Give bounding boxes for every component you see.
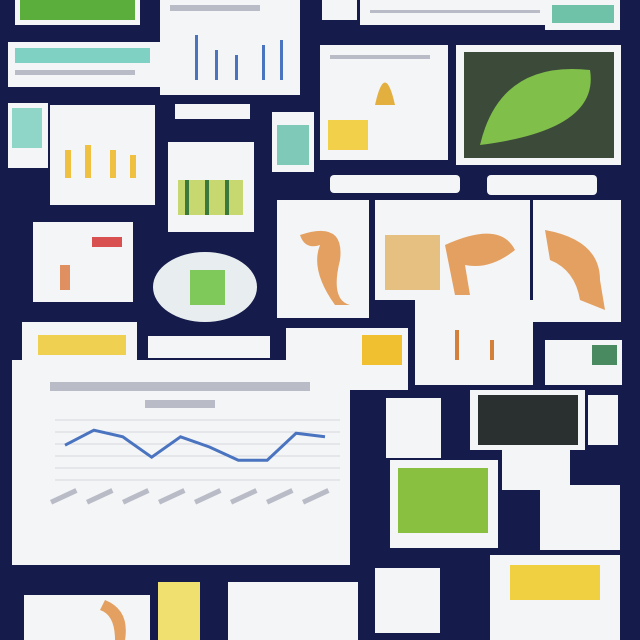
card-banner: [8, 42, 160, 87]
card-glow: [153, 252, 257, 322]
card-label: [175, 104, 250, 119]
title-blur: [145, 400, 215, 408]
axis-label-blur: [302, 488, 330, 505]
card-anatomy-2: [375, 200, 530, 300]
card-table: [228, 582, 358, 640]
axis-label-blur: [266, 488, 294, 505]
card-strip-left: [22, 322, 137, 360]
card-label: [148, 336, 270, 358]
card-bottom-anatomy: [24, 595, 150, 640]
axis-label-blur: [157, 488, 186, 505]
card-gold-chart: [320, 45, 448, 160]
card-bar-chart-top: [160, 0, 300, 95]
card-teal-table: [272, 112, 314, 172]
card-table: [375, 568, 440, 633]
card-top-left: [15, 0, 140, 25]
card-bar-chart-mid: [415, 300, 533, 385]
card-table: [540, 485, 620, 550]
card-table: [588, 395, 618, 445]
card-green-screen: [390, 460, 498, 548]
card-leaf: [456, 45, 621, 165]
axis-label-blur: [49, 488, 78, 505]
card-anatomy-3: [533, 200, 621, 322]
card-table: [502, 450, 570, 490]
card-table-left: [8, 103, 48, 168]
title-blur: [50, 382, 310, 391]
axis-label-blur: [194, 488, 222, 505]
main-chart-card: [12, 360, 350, 565]
axis-label-blur: [122, 488, 150, 505]
card-anatomy-1: [277, 200, 369, 318]
axis-label-blur: [86, 488, 114, 505]
card-red-tag: [33, 222, 133, 302]
chart-panel: [12, 360, 350, 565]
card-table: [386, 398, 441, 458]
card-dark-screen: [470, 390, 585, 450]
card-yellow-bars: [50, 105, 155, 205]
card-top-strip: [360, 0, 550, 25]
card-top-right: [545, 0, 620, 30]
line: [64, 428, 326, 462]
card-bottom-bars: [490, 555, 620, 640]
card-bars-mid: [168, 142, 254, 232]
axis-label-blur: [229, 488, 258, 505]
card-pill: [487, 175, 597, 195]
card-pill: [330, 175, 460, 193]
card-yellow: [158, 582, 200, 640]
card-small: [322, 0, 357, 20]
card-teal-right: [545, 340, 622, 385]
